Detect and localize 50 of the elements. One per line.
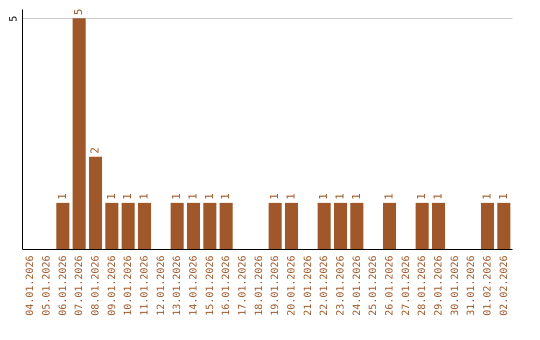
x-tick-label: 31.01.2026 — [466, 256, 478, 316]
data-label: 1 — [138, 193, 150, 200]
x-tick-label: 25.01.2026 — [368, 256, 380, 316]
data-label: 1 — [480, 193, 494, 200]
x-tick-label: 26.01.2026 — [384, 256, 396, 316]
data-label: 1 — [219, 193, 232, 200]
x-tick-label: 29.01.2026 — [434, 256, 444, 316]
data-label: 1 — [415, 193, 428, 200]
data-label: 5 — [72, 8, 86, 16]
x-tick-label: 27.01.2026 — [400, 256, 412, 316]
data-label: 1 — [56, 193, 69, 200]
data-label: 1 — [284, 193, 298, 200]
x-tick-label: 14.01.2026 — [188, 256, 200, 316]
x-tick-label: 08.01.2026 — [90, 256, 102, 316]
data-label: 1 — [334, 193, 346, 200]
x-tick-label: 02.02.2026 — [498, 256, 510, 316]
x-tick-label: 11.01.2026 — [140, 256, 150, 316]
x-tick-label: 01.02.2026 — [482, 256, 494, 316]
x-tick-label: 15.01.2026 — [204, 256, 216, 316]
x-tick-label: 17.01.2026 — [238, 256, 248, 316]
x-tick-label: 22.01.2026 — [319, 256, 330, 316]
x-tick-label: 21.01.2026 — [302, 256, 314, 316]
data-label: 1 — [496, 193, 510, 200]
data-label: 1 — [186, 193, 200, 200]
x-tick-label: 06.01.2026 — [58, 256, 69, 316]
data-label: 1 — [268, 193, 282, 200]
data-label: 1 — [202, 193, 216, 200]
x-tick-label: 04.01.2026 — [25, 256, 36, 316]
x-tick-label: 30.01.2026 — [450, 256, 461, 316]
x-tick-label: 28.01.2026 — [417, 256, 428, 316]
data-label: 1 — [382, 193, 396, 200]
data-label: 1 — [104, 193, 118, 200]
x-tick-label: 12.01.2026 — [156, 256, 167, 316]
x-tick-label: 05.01.2026 — [42, 256, 52, 316]
x-tick-label: 13.01.2026 — [172, 256, 184, 316]
x-tick-label: 24.01.2026 — [352, 256, 363, 316]
data-label: 1 — [350, 193, 363, 200]
x-tick-label: 10.01.2026 — [123, 256, 134, 316]
x-tick-label: 23.01.2026 — [336, 256, 346, 316]
data-label: 1 — [121, 193, 134, 200]
data-label: 2 — [88, 147, 102, 154]
x-tick-label: 09.01.2026 — [106, 256, 118, 316]
x-tick-label: 07.01.2026 — [74, 256, 86, 316]
x-tick-label: 16.01.2026 — [221, 256, 232, 316]
data-label: 1 — [170, 193, 184, 200]
data-label: 1 — [317, 193, 330, 200]
data-label: 1 — [432, 193, 444, 200]
x-tick-label: 19.01.2026 — [270, 256, 282, 316]
x-tick-label: 18.01.2026 — [254, 256, 265, 316]
x-tick-label: 20.01.2026 — [286, 256, 298, 316]
